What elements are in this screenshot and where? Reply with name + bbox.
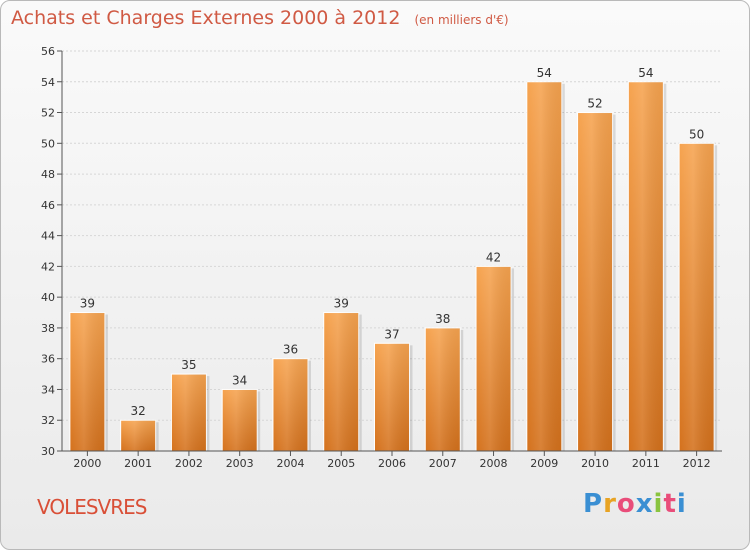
bar-group-2003 bbox=[221, 388, 261, 452]
y-tick-label: 34 bbox=[41, 383, 55, 396]
x-tick-label: 2004 bbox=[276, 457, 304, 470]
x-tick-label: 2009 bbox=[530, 457, 558, 470]
x-tick-label: 2002 bbox=[175, 457, 203, 470]
bar-sheen bbox=[69, 312, 105, 451]
x-tick-label: 2007 bbox=[429, 457, 457, 470]
y-tick-label: 54 bbox=[41, 76, 55, 89]
data-label: 52 bbox=[587, 97, 602, 111]
x-tick-label: 2012 bbox=[683, 457, 711, 470]
y-tick-label: 40 bbox=[41, 291, 55, 304]
data-label: 39 bbox=[334, 297, 349, 311]
bar-sheen bbox=[425, 327, 461, 451]
data-label: 54 bbox=[638, 66, 653, 80]
y-tick-label: 56 bbox=[41, 45, 55, 58]
bar-group-2004 bbox=[272, 358, 311, 452]
data-label: 38 bbox=[435, 312, 450, 326]
bar-group-2008 bbox=[475, 265, 515, 452]
bar-group-2002 bbox=[170, 373, 210, 452]
x-tick-label: 2006 bbox=[378, 457, 406, 470]
x-tick-label: 2003 bbox=[226, 457, 254, 470]
data-label: 32 bbox=[131, 404, 146, 418]
bar-sheen bbox=[628, 81, 664, 452]
y-tick-label: 36 bbox=[41, 353, 55, 366]
data-label: 39 bbox=[80, 297, 95, 311]
data-label: 35 bbox=[181, 358, 196, 372]
bar-sheen bbox=[526, 81, 562, 452]
place-name: VOLESVRES bbox=[37, 495, 147, 519]
data-label: 54 bbox=[537, 66, 552, 80]
data-label: 34 bbox=[232, 373, 247, 387]
x-tick-label: 2005 bbox=[327, 457, 355, 470]
bar-group-2001 bbox=[120, 419, 159, 452]
bar-sheen bbox=[222, 389, 258, 451]
bar-sheen bbox=[374, 343, 410, 451]
x-tick-label: 2008 bbox=[480, 457, 508, 470]
y-tick-label: 30 bbox=[41, 445, 55, 458]
x-tick-label: 2001 bbox=[124, 457, 152, 470]
x-tick-label: 2011 bbox=[632, 457, 660, 470]
axis-layer: 30 32 34 36 38 40 42 44 46 48 50 52 54 56 2000 2001 2002… bbox=[41, 45, 722, 470]
bar-sheen bbox=[120, 420, 156, 451]
bar-group-2006 bbox=[374, 342, 413, 452]
x-tick-label: 2000 bbox=[73, 457, 101, 470]
y-tick-label: 50 bbox=[41, 137, 55, 150]
bar-group-2011 bbox=[627, 81, 667, 452]
bar-sheen bbox=[577, 112, 613, 452]
bar-group-2010 bbox=[577, 112, 616, 452]
y-tick-label: 52 bbox=[41, 107, 55, 120]
y-tick-label: 48 bbox=[41, 168, 55, 181]
proxiti-logo[interactable]: Proxiti bbox=[583, 489, 687, 519]
y-tick-label: 46 bbox=[41, 199, 55, 212]
bar-sheen bbox=[323, 312, 359, 451]
y-tick-label: 44 bbox=[41, 230, 55, 243]
x-tick-label: 2010 bbox=[581, 457, 609, 470]
bar-group-2005 bbox=[323, 312, 362, 452]
bar-sheen bbox=[272, 358, 308, 451]
chart-unit: (en milliers d'€) bbox=[414, 13, 509, 27]
chart-title: Achats et Charges Externes 2000 à 2012 (e… bbox=[11, 7, 509, 29]
bar-sheen bbox=[679, 143, 715, 452]
bar-layer: 39 32 35 34 36 39 37 38 42 54 52 54 50 bbox=[69, 66, 718, 452]
bar-sheen bbox=[476, 266, 512, 451]
y-tick-label: 42 bbox=[41, 260, 55, 273]
data-label: 36 bbox=[283, 343, 298, 357]
bar-group-2000 bbox=[69, 312, 108, 452]
data-label: 37 bbox=[384, 327, 399, 341]
bar-group-2012 bbox=[678, 142, 718, 452]
data-label: 50 bbox=[689, 127, 704, 141]
y-tick-label: 38 bbox=[41, 322, 55, 335]
bar-sheen bbox=[171, 374, 207, 451]
chart-title-text: Achats et Charges Externes 2000 à 2012 bbox=[11, 7, 401, 29]
bar-group-2009 bbox=[526, 81, 565, 452]
data-label: 42 bbox=[486, 250, 501, 264]
bar-group-2007 bbox=[424, 327, 464, 452]
y-tick-label: 32 bbox=[41, 414, 55, 427]
